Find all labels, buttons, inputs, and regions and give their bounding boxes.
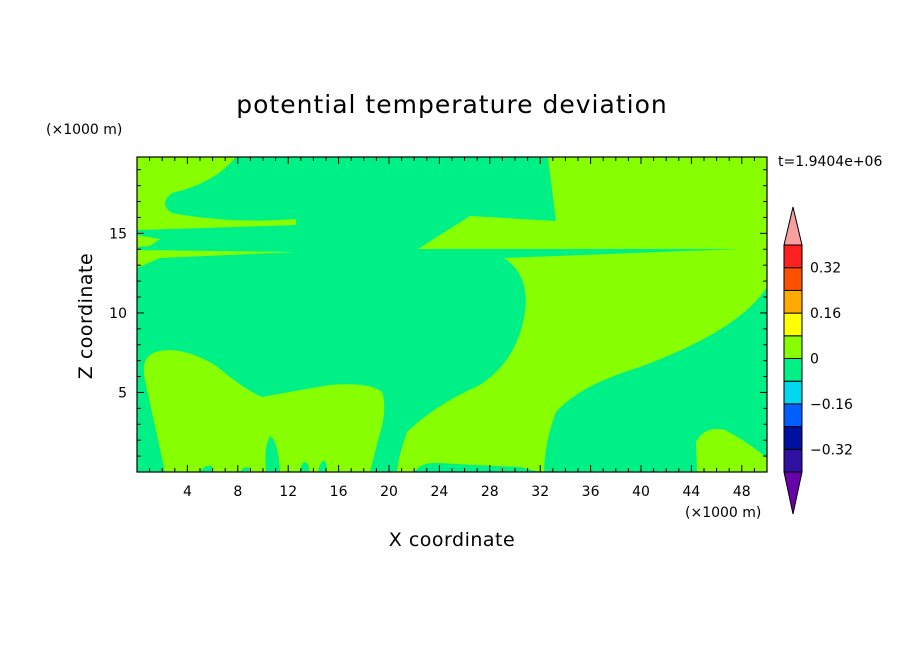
y-axis-label: Z coordinate — [75, 253, 97, 379]
colorbar-arrow-bottom — [783, 471, 803, 515]
colorbar-segment — [783, 289, 803, 314]
y-tick-label: 5 — [118, 385, 127, 401]
x-unit-label: (×1000 m) — [685, 505, 761, 521]
x-tick-label: 32 — [531, 484, 549, 500]
contour-region-top-left — [137, 157, 296, 230]
chart-title: potential temperature deviation — [236, 90, 667, 119]
colorbar-tick-label: 0.16 — [810, 306, 841, 322]
colorbar-segment — [783, 380, 803, 405]
colorbar-segment — [783, 244, 803, 269]
colorbar: 0.32 0.16 0 −0.16 −0.32 — [783, 206, 853, 515]
colorbar-segment — [783, 358, 803, 382]
contour-speck-6 — [415, 462, 540, 472]
contour-speck-3 — [318, 460, 327, 472]
contour-speck-1 — [265, 436, 280, 472]
x-tick-label: 12 — [279, 484, 297, 500]
x-tick-label: 24 — [430, 484, 448, 500]
x-tick-label: 28 — [481, 484, 499, 500]
colorbar-tick-label: 0 — [810, 352, 819, 368]
contour-region-left-band — [137, 235, 160, 247]
x-tick-label: 36 — [582, 484, 600, 500]
warm-regions — [137, 157, 767, 472]
x-axis: 4 8 12 16 20 24 28 32 36 40 44 48 — [149, 157, 755, 500]
x-tick-label: 40 — [632, 484, 650, 500]
x-tick-label: 16 — [330, 484, 348, 500]
contour-region-lower-right — [696, 428, 767, 472]
colorbar-tick-label: 0.32 — [810, 261, 841, 277]
x-tick-label: 44 — [682, 484, 700, 500]
colorbar-segment — [783, 448, 803, 473]
colorbar-segment — [783, 426, 803, 450]
x-tick-label: 20 — [380, 484, 398, 500]
contour-speck-2 — [300, 462, 310, 472]
x-tick-label: 48 — [733, 484, 751, 500]
colorbar-segment — [783, 267, 803, 291]
time-label: t=1.9404e+06 — [778, 154, 882, 170]
colorbar-segment — [783, 335, 803, 359]
cool-specks — [200, 436, 540, 472]
contour-region-right-large — [397, 248, 767, 472]
x-axis-label: X coordinate — [389, 529, 515, 551]
x-tick-label: 8 — [233, 484, 242, 500]
contour-speck-5 — [240, 467, 250, 472]
x-tick-label: 4 — [183, 484, 192, 500]
colorbar-tick-label: −0.32 — [810, 442, 853, 458]
contour-speck-4 — [200, 465, 212, 472]
colorbar-segment — [783, 312, 803, 337]
colorbar-tick-label: −0.16 — [810, 397, 853, 413]
colorbar-segment — [783, 403, 803, 428]
contour-region-left-strip — [137, 250, 296, 268]
colorbar-arrow-top — [783, 206, 803, 246]
contour-region-lower-left — [143, 350, 385, 472]
contour-region-top-right — [418, 157, 767, 249]
y-axis: 5 10 15 — [109, 169, 767, 457]
plot-area — [136, 156, 768, 473]
y-tick-label: 15 — [109, 226, 127, 242]
y-tick-label: 10 — [109, 306, 127, 322]
y-unit-label: (×1000 m) — [46, 122, 122, 138]
